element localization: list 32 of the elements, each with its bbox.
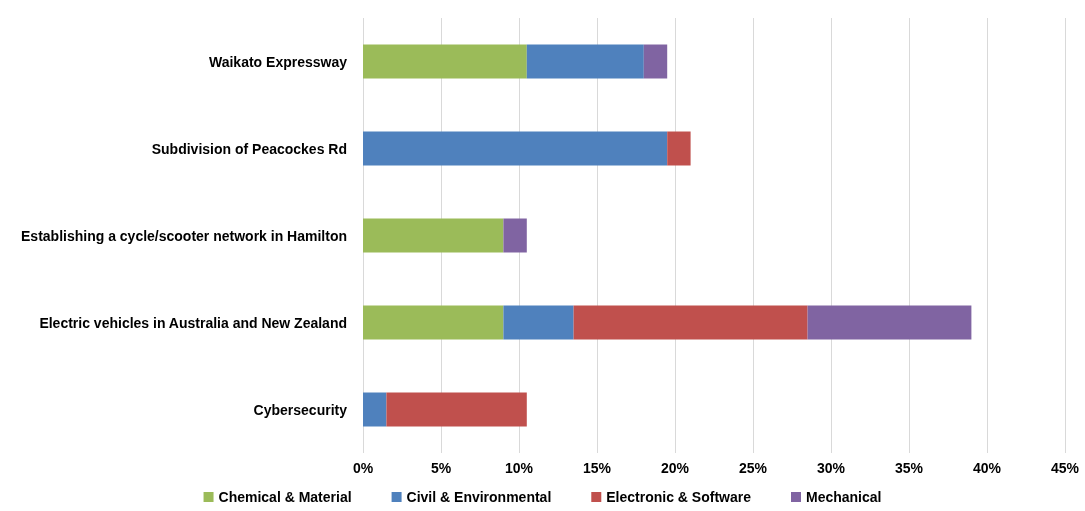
x-tick-label: 30% (816, 460, 846, 476)
x-tick-label: 35% (894, 460, 924, 476)
x-tick-label: 10% (504, 460, 534, 476)
bar (363, 131, 668, 166)
y-tick-label: Waikato Expressway (209, 53, 348, 70)
x-tick-label: 0% (352, 460, 374, 476)
y-tick-label: Electric vehicles in Australia and New Zealand (39, 314, 347, 331)
x-tick-label: 20% (660, 460, 690, 476)
bar (363, 305, 504, 340)
x-tick-label: 40% (972, 460, 1002, 476)
bar (503, 218, 527, 253)
y-tick-label: Subdivision of Peacockes Rd (151, 140, 347, 157)
x-tick-label: 15% (582, 460, 612, 476)
legend-label: Chemical & Material (218, 489, 352, 505)
bar (503, 305, 574, 340)
x-tick-label: 5% (430, 460, 452, 476)
bar (526, 44, 644, 79)
bar (667, 131, 691, 166)
bar (363, 44, 527, 79)
bar (363, 392, 387, 427)
bar (363, 218, 504, 253)
bar (643, 44, 668, 79)
x-tick-label: 25% (738, 460, 768, 476)
y-tick-label: Cybersecurity (253, 401, 348, 418)
bar (386, 392, 527, 427)
y-tick-label: Establishing a cycle/scooter network in Hamilton (21, 227, 347, 244)
legend-label: Civil & Environmental (406, 489, 552, 505)
legend-label: Electronic & Software (606, 489, 752, 505)
bar (807, 305, 972, 340)
legend-label: Mechanical (805, 489, 882, 505)
bar (573, 305, 808, 340)
x-tick-label: 45% (1050, 460, 1080, 476)
